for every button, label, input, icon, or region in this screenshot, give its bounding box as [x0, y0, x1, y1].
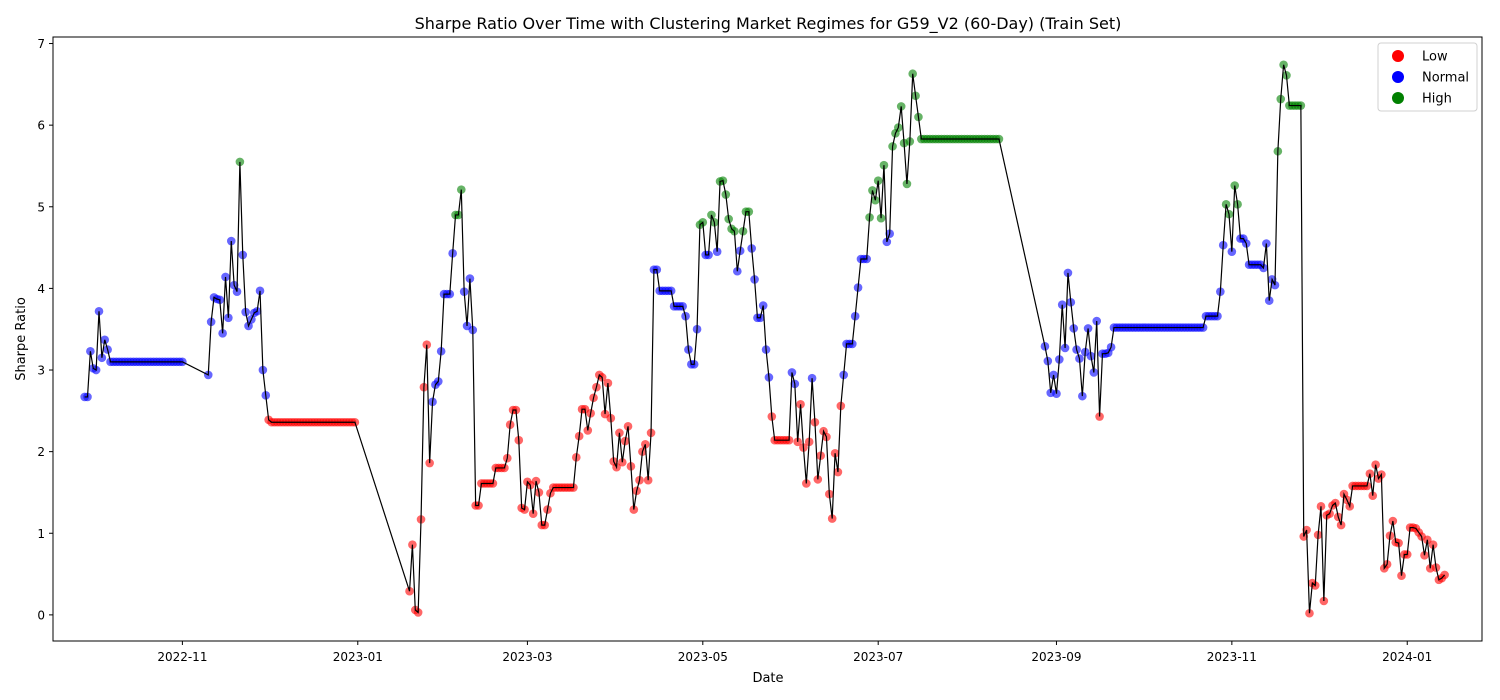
legend-marker-low: [1392, 50, 1404, 62]
legend-label-high: High: [1422, 92, 1452, 107]
chart-title: Sharpe Ratio Over Time with Clustering M…: [415, 14, 1122, 34]
legend: Low Normal High: [1377, 42, 1478, 112]
x-axis: 2022-11 2023-01 2023-03 2023-05 2023-07 2023-…: [157, 641, 1432, 664]
x-tick-label: 2023-09: [1031, 650, 1081, 664]
x-tick-label: 2023-03: [502, 650, 552, 664]
y-tick-label: 5: [37, 200, 45, 214]
y-axis: 0 1 2 3 4 5 6 7: [37, 37, 53, 622]
legend-marker-high: [1392, 92, 1404, 104]
legend-label-low: Low: [1422, 50, 1448, 65]
sharpe-ratio-line: [84, 64, 1446, 614]
x-tick-label: 2024-01: [1382, 650, 1432, 664]
legend-marker-normal: [1392, 71, 1404, 83]
y-tick-label: 4: [37, 282, 45, 296]
x-tick-label: 2023-11: [1207, 650, 1257, 664]
x-axis-label: Date: [752, 671, 783, 686]
x-tick-label: 2023-05: [678, 650, 728, 664]
axes-frame: [52, 36, 1483, 642]
y-tick-label: 3: [37, 364, 45, 378]
y-tick-label: 7: [37, 37, 45, 51]
y-tick-label: 0: [37, 608, 45, 622]
x-tick-label: 2022-11: [157, 650, 207, 664]
x-tick-label: 2023-07: [853, 650, 903, 664]
legend-frame: [1377, 42, 1478, 112]
y-tick-label: 2: [37, 445, 45, 459]
y-axis-label: Sharpe Ratio: [14, 297, 29, 381]
y-tick-label: 6: [37, 119, 45, 133]
x-tick-label: 2023-01: [333, 650, 383, 664]
legend-label-normal: Normal: [1422, 71, 1469, 86]
y-tick-label: 1: [37, 527, 45, 541]
plot-area: [80, 60, 1449, 618]
